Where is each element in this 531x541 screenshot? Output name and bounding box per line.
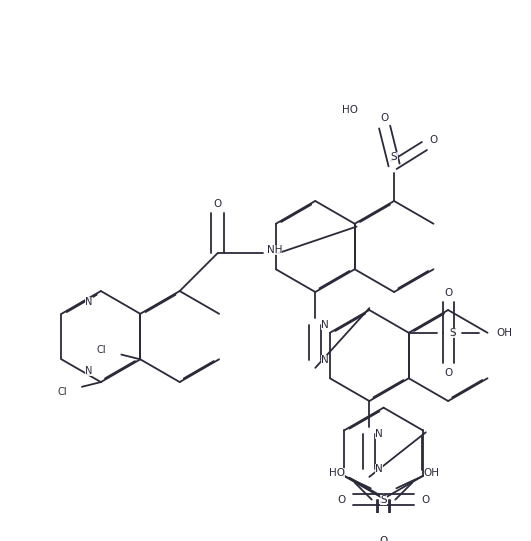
Text: O: O [430, 135, 438, 146]
Text: OH: OH [424, 468, 440, 478]
Text: NH: NH [267, 245, 282, 255]
Text: O: O [444, 367, 452, 378]
Text: OH: OH [496, 328, 512, 338]
Text: N: N [375, 464, 383, 474]
Text: Cl: Cl [97, 345, 106, 355]
Text: N: N [321, 355, 329, 365]
Text: O: O [444, 288, 452, 298]
Text: S: S [380, 494, 387, 505]
Text: O: O [337, 494, 346, 505]
Text: O: O [380, 536, 388, 541]
Text: HO: HO [329, 468, 345, 478]
Text: S: S [391, 153, 397, 162]
Text: N: N [321, 320, 329, 330]
Text: N: N [85, 298, 92, 307]
Text: O: O [213, 199, 222, 209]
Text: S: S [449, 328, 456, 338]
Text: O: O [381, 113, 389, 123]
Text: N: N [85, 366, 92, 375]
Text: N: N [375, 429, 383, 439]
Text: HO: HO [342, 105, 358, 115]
Text: O: O [379, 536, 387, 541]
Text: Cl: Cl [57, 387, 67, 397]
Text: S: S [381, 494, 387, 505]
Text: O: O [422, 494, 430, 505]
